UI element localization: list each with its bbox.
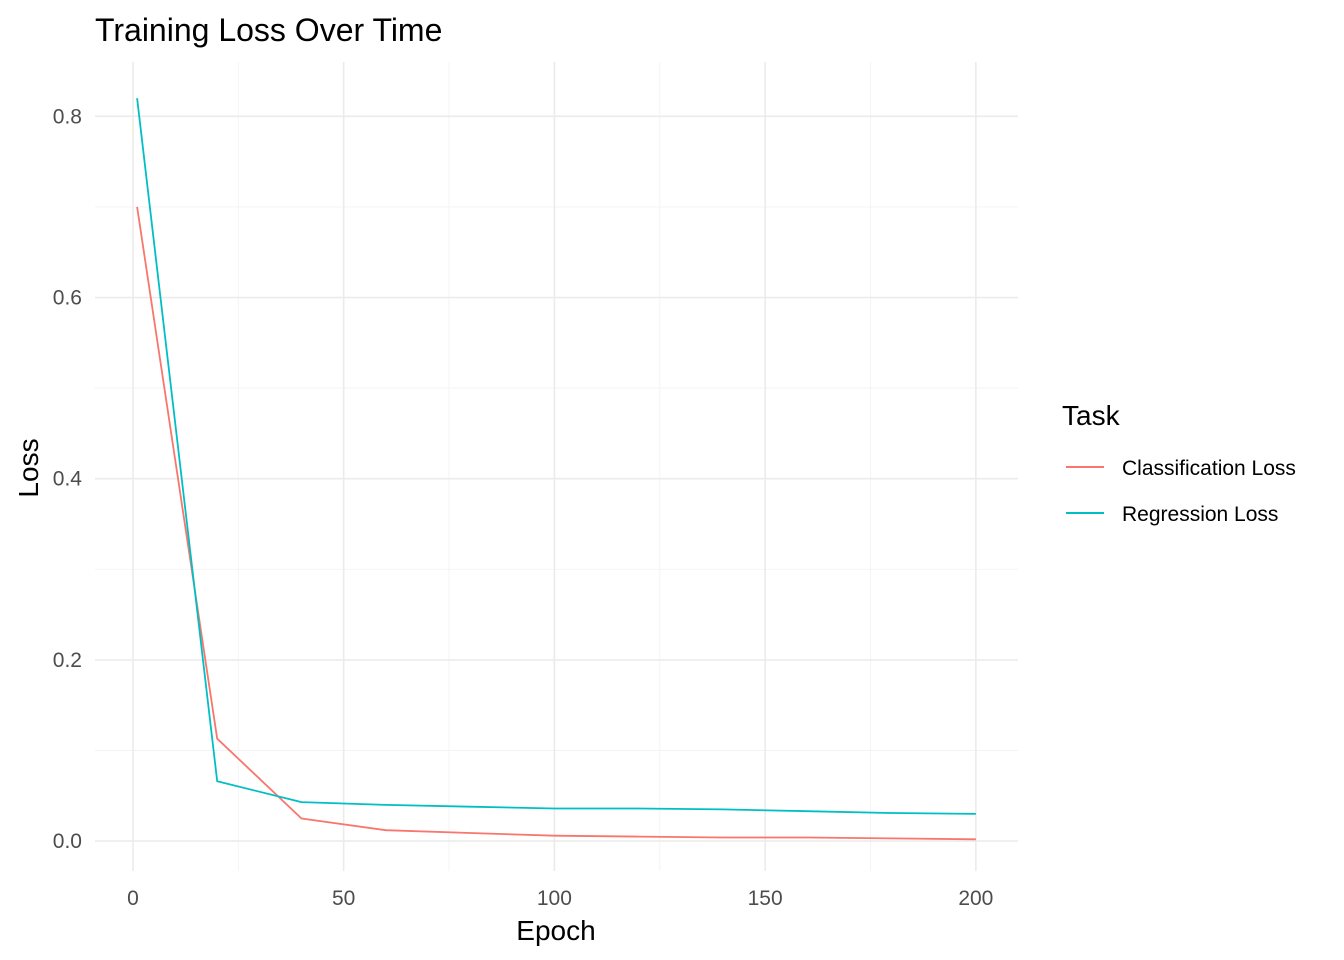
- x-tick-label: 200: [958, 887, 993, 910]
- legend-label-classification-loss: Classification Loss: [1122, 457, 1296, 480]
- y-tick-label: 0.8: [53, 105, 82, 128]
- x-axis-tick-labels: 0 50 100 150 200: [127, 887, 993, 910]
- y-tick-label: 0.2: [53, 649, 82, 672]
- legend-title: Task: [1062, 400, 1121, 431]
- series-lines: [136, 98, 976, 841]
- minor-gridlines: [95, 62, 1018, 871]
- major-gridlines: [95, 62, 1018, 871]
- y-tick-label: 0.4: [53, 468, 83, 491]
- chart-title: Training Loss Over Time: [95, 12, 442, 48]
- x-tick-label: 150: [748, 887, 783, 910]
- y-tick-label: 0.6: [53, 287, 82, 310]
- legend-label-regression-loss: Regression Loss: [1122, 503, 1278, 526]
- series-line-classification-loss: [136, 206, 976, 841]
- y-axis-tick-labels: 0.0 0.2 0.4 0.6 0.8: [53, 105, 83, 853]
- legend: Task Classification Loss Regression Loss: [1062, 400, 1296, 526]
- x-axis-title: Epoch: [516, 915, 595, 946]
- y-tick-label: 0.0: [53, 830, 82, 853]
- x-tick-label: 100: [537, 887, 572, 910]
- series-line-regression-loss: [136, 98, 976, 815]
- x-tick-label: 0: [127, 887, 139, 910]
- y-axis-title: Loss: [13, 438, 44, 497]
- x-tick-label: 50: [332, 887, 355, 910]
